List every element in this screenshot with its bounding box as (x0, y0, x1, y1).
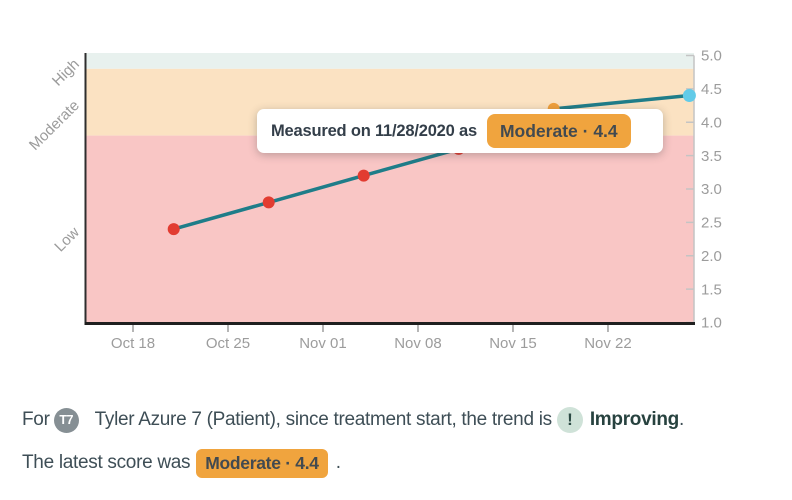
data-point-low[interactable] (357, 169, 370, 182)
y-tick-label: 2.0 (701, 248, 722, 265)
chart-canvas: High Moderate Low 5.0 4.5 4.0 3.5 3.0 2.5 2.0 1.5 1… (26, 48, 722, 352)
summary-sentence-trend: For T7 Tyler Azure 7 (Patient), since tr… (22, 406, 684, 434)
band-label: Low (51, 224, 83, 256)
sentence-body: Tyler Azure 7 (Patient), since treatment… (94, 409, 553, 430)
y-tick-label: 1.0 (701, 315, 722, 332)
y-tick-label: 3.0 (701, 181, 722, 198)
band-labels: High Moderate Low (26, 56, 83, 256)
x-tick-label: Oct 18 (111, 335, 155, 352)
data-point-low[interactable] (167, 223, 180, 236)
x-tick-label: Nov 22 (584, 335, 632, 352)
sentence-prefix: For (22, 409, 50, 430)
tooltip-text: Measured on 11/28/2020 as (271, 121, 477, 140)
chart-frame (84, 53, 695, 325)
x-tick-label: Nov 15 (489, 335, 537, 352)
exclamation-icon: ! (556, 407, 583, 433)
score-trend-chart: High Moderate Low 5.0 4.5 4.0 3.5 3.0 2.5 2.0 1.5 1… (26, 48, 722, 352)
latest-score-badge: Moderate · 4.4 (196, 448, 328, 478)
x-date-axis: Oct 18 Oct 25 Nov 01 Nov 08 Nov 15 Nov 22 (111, 325, 632, 352)
right-value-axis: 5.0 4.5 4.0 3.5 3.0 2.5 2.0 1.5 1.0 (686, 48, 722, 332)
severity-bands (86, 53, 694, 323)
y-tick-label: 1.5 (701, 281, 722, 298)
y-tick-label: 4.5 (701, 81, 722, 98)
score-sentence-prefix: The latest score was (22, 452, 191, 473)
y-tick-label: 2.5 (701, 215, 722, 232)
y-tick-label: 3.5 (701, 148, 722, 165)
x-tick-label: Nov 08 (394, 335, 442, 352)
chart-tooltip: Measured on 11/28/2020 as Moderate · 4.4 (257, 109, 663, 153)
trend-status-label: Improving (589, 409, 679, 430)
band-high (86, 53, 694, 69)
band-label: Moderate (26, 97, 83, 154)
y-tick-label: 5.0 (701, 48, 722, 65)
score-line (171, 93, 692, 231)
y-tick-label: 4.0 (701, 114, 722, 131)
score-sentence-period: . (335, 452, 341, 473)
band-label: High (49, 56, 83, 90)
tooltip-score-badge: Moderate · 4.4 (486, 114, 631, 148)
patient-avatar[interactable]: T7 (53, 407, 79, 433)
data-point-latest[interactable] (682, 89, 696, 102)
data-point-low[interactable] (262, 196, 275, 209)
summary-sentence-score: The latest score was Moderate · 4.4 . (22, 448, 341, 478)
x-tick-label: Oct 25 (206, 335, 250, 352)
x-tick-label: Nov 01 (299, 335, 347, 352)
sentence-period: . (678, 409, 684, 430)
